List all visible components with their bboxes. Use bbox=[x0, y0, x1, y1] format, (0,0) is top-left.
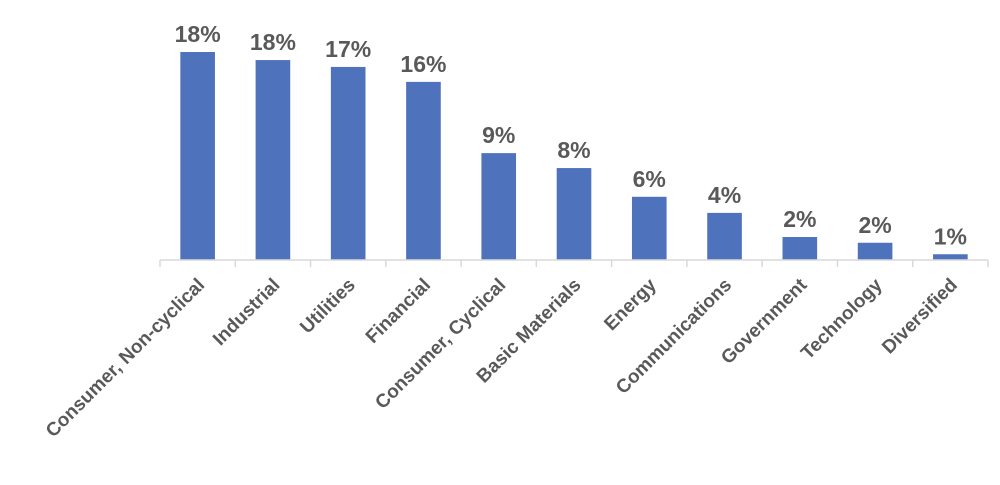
bar bbox=[857, 242, 893, 260]
data-label: 2% bbox=[858, 212, 891, 238]
data-label: 9% bbox=[482, 122, 515, 148]
data-label: 6% bbox=[633, 166, 666, 192]
x-axis-ticks bbox=[159, 260, 989, 267]
data-label: 8% bbox=[557, 137, 590, 163]
bar bbox=[933, 254, 968, 260]
data-label: 1% bbox=[934, 223, 967, 249]
bar bbox=[556, 168, 592, 260]
data-label: 2% bbox=[783, 206, 816, 232]
category-label: Consumer, Non-cyclical bbox=[42, 275, 209, 442]
bar bbox=[782, 237, 818, 260]
bars-group bbox=[180, 52, 968, 261]
bar bbox=[255, 60, 291, 261]
value-labels-group: 18% 18% 17% 16% 9% 8% 6% 4% 2% 2% 1% bbox=[175, 21, 967, 249]
data-label: 18% bbox=[250, 29, 296, 55]
category-label: Financial bbox=[362, 275, 435, 348]
data-label: 17% bbox=[325, 36, 371, 62]
data-label: 18% bbox=[175, 21, 221, 47]
category-label: Diversified bbox=[878, 275, 962, 359]
data-label: 4% bbox=[708, 182, 741, 208]
bar bbox=[481, 153, 517, 260]
bar bbox=[330, 66, 366, 260]
bar bbox=[631, 196, 667, 260]
bar bbox=[406, 81, 441, 261]
category-labels-group: Consumer, Non-cyclical Industrial Utilitie… bbox=[42, 274, 962, 442]
category-label: Consumer, Cyclical bbox=[371, 275, 510, 414]
category-label: Energy bbox=[600, 274, 661, 335]
data-label: 16% bbox=[400, 51, 446, 77]
category-label: Industrial bbox=[209, 275, 284, 350]
bar bbox=[707, 212, 742, 260]
bar bbox=[180, 52, 215, 260]
category-label: Utilities bbox=[296, 275, 359, 338]
category-label: Technology bbox=[797, 274, 887, 364]
